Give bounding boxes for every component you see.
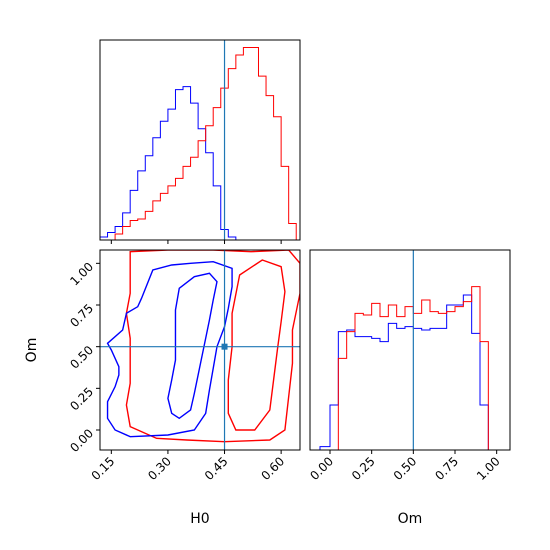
om-x-tick-label-2: 0.50	[391, 454, 420, 483]
om-hist-lines	[310, 286, 505, 450]
contour-lines	[106, 250, 300, 443]
contour-run-b-level-0	[125, 250, 300, 443]
h0-x-tick-label-1: 0.30	[145, 454, 174, 483]
om-hist-frame	[309, 249, 511, 451]
h0-hist-run-a	[100, 86, 297, 240]
contour-run-a-level-1	[167, 272, 218, 420]
om-hist-run-a	[310, 294, 505, 450]
om-x-tick-label-4: 1.00	[474, 454, 503, 483]
x-axis-label-h0: H0	[190, 511, 209, 527]
om-y-tick-label-2: 0.50	[67, 343, 96, 372]
h0-x-tick-label-3: 0.60	[258, 454, 287, 483]
om-hist-run-b	[310, 286, 505, 450]
om-y-tick-label-4: 1.00	[67, 260, 96, 289]
om-histogram-panel: 0.00 0.25 0.50 0.75 1.00	[307, 249, 511, 483]
om-y-tick-label-1: 0.25	[67, 385, 96, 414]
contour-frame	[99, 249, 301, 451]
om-y-tick-label-0: 0.00	[67, 426, 96, 455]
h0-x-tick-label-2: 0.45	[202, 454, 231, 483]
h0-hist-run-b	[100, 47, 297, 240]
x-axis-label-om: Om	[398, 511, 423, 527]
h0-hist-frame	[99, 39, 301, 241]
contour-run-a-level-0	[106, 260, 233, 438]
om-x-tick-label-3: 0.75	[432, 454, 461, 483]
h0-hist-lines	[100, 47, 297, 240]
truth-marker	[221, 343, 228, 350]
om-x-tick-label-1: 0.25	[349, 454, 378, 483]
y-axis-label-om: Om	[24, 338, 40, 363]
om-y-tick-label-3: 0.75	[67, 301, 96, 330]
h0-om-contour-panel: 0.15 0.30 0.45 0.60 0.00 0.25 0.50 0.75 1.00	[67, 249, 301, 483]
om-x-tick-label-0: 0.00	[307, 454, 336, 483]
h0-histogram-panel	[99, 39, 301, 244]
h0-x-tick-label-0: 0.15	[89, 454, 118, 483]
contour-run-b-level-1	[227, 259, 286, 431]
